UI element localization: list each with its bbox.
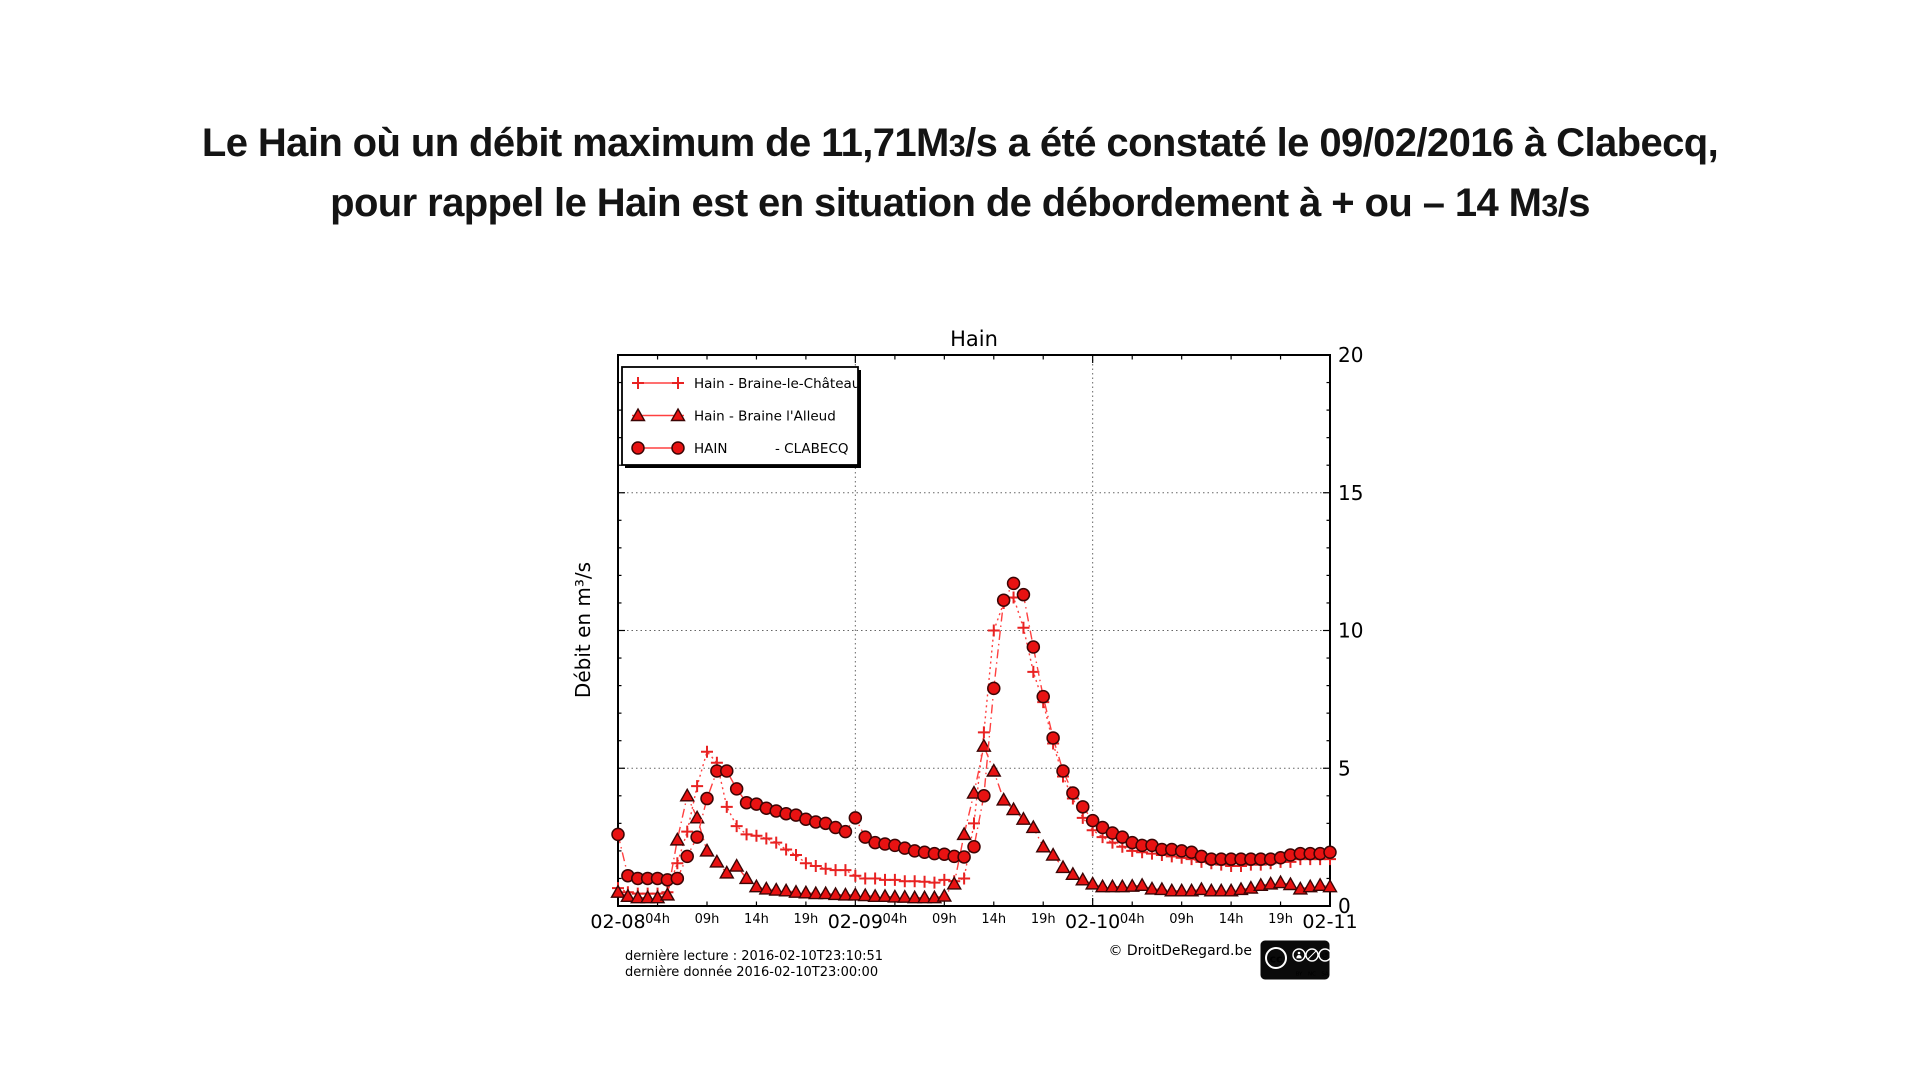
page-title-line2: pour rappel le Hain est en situation de … [330,180,1590,225]
cc-by-label: BY [1296,972,1303,978]
x-day-label: 02-09 [828,911,883,933]
axis-labels: 0 5 10 15 20 02-08 02-09 02-10 02-11 04h 09h 14h 19h… [571,327,1363,933]
y-tick-label: 10 [1338,619,1363,643]
legend: Hain - Braine-le-Château Hain - Braine l'… [621,366,861,468]
x-hour-label: 19h [1268,912,1293,927]
x-hour-label: 04h [1120,912,1145,927]
x-day-label: 02-08 [590,911,645,933]
series-hain-braine-l-alleud [610,738,1338,904]
legend-label-right: - CLABECQ [775,441,849,457]
series-hain [611,576,1337,887]
x-hour-label: 19h [793,912,818,927]
last-data-text: dernière donnée 2016-02-10T23:00:00 [625,965,878,980]
credit-text: © DroitDeRegard.be [1108,943,1252,959]
page-title-line1: Le Hain où un débit maximum de 11,71M3/s… [201,120,1719,165]
x-hour-label: 09h [695,912,720,927]
x-hour-label: 19h [1031,912,1056,927]
x-hour-label: 14h [1219,912,1244,927]
page-title: Le Hain où un débit maximum de 11,71M3/s… [0,115,1920,235]
cc-logo-text: cc [1269,953,1282,966]
svg-text:↺: ↺ [1321,952,1328,962]
cc-logo-icon [1265,947,1287,969]
x-hour-label: 14h [744,912,769,927]
cc-nc-icon [1305,948,1319,962]
legend-label: Hain - Braine l'Alleud [694,409,836,425]
x-hour-label: 09h [1169,912,1194,927]
cc-nc-label: NC [1308,972,1316,978]
y-tick-label: 20 [1338,343,1363,367]
chart-title: Hain [950,327,998,351]
x-hour-label: 14h [981,912,1006,927]
y-axis-title: Débit en m³/s [571,562,595,698]
hain-flow-chart-svg: 0 5 10 15 20 02-08 02-09 02-10 02-11 04h 09h 14h 19h… [571,327,1363,981]
x-hour-label: 09h [932,912,957,927]
last-reading-text: dernière lecture : 2016-02-10T23:10:51 [625,949,883,964]
cc-by-icon [1292,948,1306,962]
y-tick-label: 0 [1338,894,1351,918]
cc-sa-icon [1318,948,1332,962]
x-hour-label: 04h [882,912,907,927]
flow-chart-figure: 0 5 10 15 20 02-08 02-09 02-10 02-11 04h 09h 14h 19h… [568,325,1418,995]
cc-sa-label: SA [1321,972,1329,978]
x-hour-label: 04h [645,912,670,927]
legend-label: Hain - Braine-le-Château [694,376,860,392]
y-tick-label: 5 [1338,756,1351,780]
y-tick-label: 15 [1338,481,1363,505]
legend-label: HAIN [694,441,727,457]
x-day-label: 02-10 [1065,911,1120,933]
x-day-label: 02-11 [1302,911,1357,933]
chart-annotations: dernière lecture : 2016-02-10T23:10:51de… [625,943,1252,980]
